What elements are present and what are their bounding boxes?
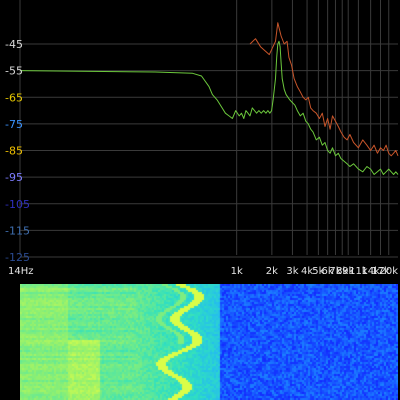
x-tick-label: 17k xyxy=(371,266,390,277)
series-line-green xyxy=(19,40,399,175)
x-tick-label: 5k xyxy=(312,266,324,277)
x-tick-label: 8k xyxy=(336,266,348,277)
spectrogram xyxy=(20,284,398,400)
y-tick-label: -115 xyxy=(5,224,30,237)
y-axis-labels: -45 -55 -65 -75 -85 -95 -105 -115 -125 xyxy=(5,38,30,264)
y-tick-label: -55 xyxy=(5,65,23,78)
series-group xyxy=(19,22,399,175)
grid xyxy=(19,0,398,258)
x-tick-label: 20k xyxy=(379,266,398,277)
y-tick-label: -65 xyxy=(5,91,23,104)
series-line-orange xyxy=(249,22,399,157)
x-tick-label: 2k xyxy=(266,266,278,277)
x-tick-label: 11k xyxy=(349,266,368,277)
x-tick-label: 14k xyxy=(361,266,380,277)
spectrum-chart: -45 -55 -65 -75 -85 -95 -105 -115 -125 14Hz 1k 2k 3… xyxy=(5,0,399,277)
y-tick-label: -85 xyxy=(5,145,23,158)
y-tick-label: -75 xyxy=(5,118,23,131)
x-tick-label: 9k xyxy=(342,266,354,277)
x-tick-label: 1k xyxy=(231,266,243,277)
x-tick-label: 4k xyxy=(301,266,313,277)
x-tick-label: 3k xyxy=(286,266,298,277)
x-tick-label: 14Hz xyxy=(8,266,34,277)
y-tick-label: -95 xyxy=(5,171,23,184)
x-tick-label: 7k xyxy=(329,266,341,277)
y-tick-label: -125 xyxy=(5,251,30,264)
y-tick-label: -105 xyxy=(5,198,30,211)
x-tick-label: 6k xyxy=(322,266,334,277)
y-tick-label: -45 xyxy=(5,38,23,51)
